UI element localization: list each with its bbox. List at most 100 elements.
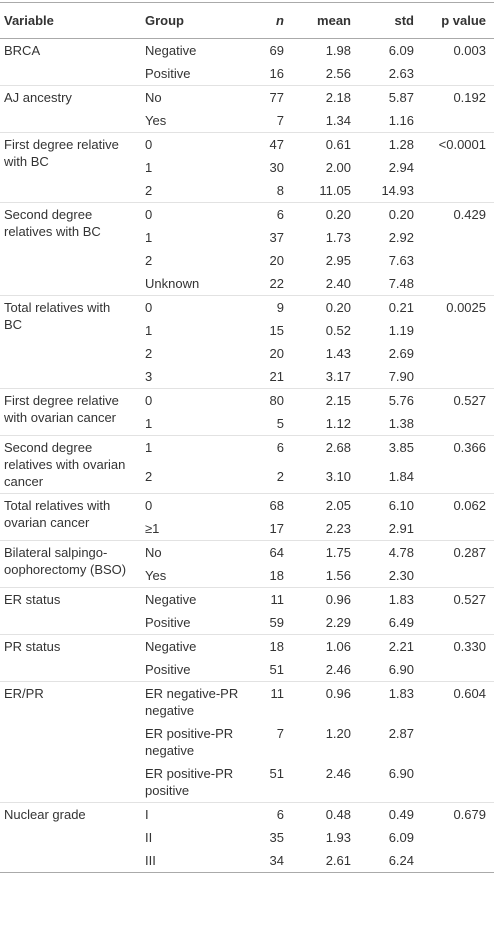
mean-cell: 1.12 xyxy=(325,416,351,431)
n-cell: 11 xyxy=(250,587,290,611)
mean-cell: 2.00 xyxy=(325,160,351,175)
n-cell: 16 xyxy=(269,66,284,81)
variable-cell: ER/PR xyxy=(0,681,135,803)
n-cell: 7 xyxy=(276,113,284,128)
group-cell: ≥1 xyxy=(145,521,160,536)
group-cell: II xyxy=(145,830,153,845)
header-cell: Variable xyxy=(0,2,135,39)
mean-cell: 0.52 xyxy=(325,323,351,338)
table-row: II 35 1.93 6.09 xyxy=(0,826,494,849)
header-cell: mean xyxy=(290,2,355,39)
mean-cell: 2.46 xyxy=(325,662,351,677)
group-cell: ER positive-PR negative xyxy=(145,726,234,758)
std-cell: 14.93 xyxy=(381,183,414,198)
mean-cell: 0.20 xyxy=(290,295,355,319)
std-cell: 1.38 xyxy=(388,416,414,431)
std-cell: 2.69 xyxy=(388,346,414,361)
table-row: ER/PR ER negative-PR negative 11 0.96 1.83 0.… xyxy=(0,681,494,803)
table-header: Variable Group n mean std p value xyxy=(0,2,494,39)
table-row: ER positive-PR positive 51 2.46 6.90 xyxy=(0,762,494,803)
n-cell: 11 xyxy=(250,681,290,722)
group-cell: 0 xyxy=(135,202,250,226)
table-row: Nuclear grade I 6 0.48 0.49 0.679 xyxy=(0,802,494,873)
n-cell: 30 xyxy=(269,160,284,175)
group-cell: 1 xyxy=(145,230,153,245)
mean-cell: 0.61 xyxy=(290,132,355,156)
mean-cell: 2.40 xyxy=(325,276,351,291)
table-row: AJ ancestry No 77 2.18 5.87 0.192 xyxy=(0,85,494,133)
header-cell: std xyxy=(355,2,418,39)
mean-cell: 0.20 xyxy=(290,202,355,226)
table-row: Total relatives with ovarian cancer 0 68 2.… xyxy=(0,493,494,541)
mean-cell: 3.17 xyxy=(325,369,351,384)
std-cell: 1.83 xyxy=(355,681,418,722)
group-cell: Negative xyxy=(145,43,197,58)
n-cell: 51 xyxy=(269,766,284,781)
n-cell: 51 xyxy=(269,662,284,677)
mean-cell: 2.15 xyxy=(290,388,355,412)
table-row: 2 20 2.95 7.63 xyxy=(0,249,494,272)
n-cell: 2 xyxy=(276,468,284,484)
group-cell: 1 xyxy=(145,160,153,175)
table-row: Yes 18 1.56 2.30 xyxy=(0,564,494,588)
n-cell: 69 xyxy=(269,43,284,58)
mean-cell: 3.10 xyxy=(325,468,351,484)
p-value-cell: 0.003 xyxy=(453,43,486,58)
std-cell: 2.94 xyxy=(388,160,414,175)
variable-cell: Nuclear grade xyxy=(0,802,135,873)
n-cell: 22 xyxy=(269,276,284,291)
mean-cell: 0.96 xyxy=(290,587,355,611)
table-row: 2 2 3.10 1.84 xyxy=(0,465,494,494)
table-row: Second degree relatives with BC 0 6 0.20 0.2… xyxy=(0,202,494,296)
variable-cell: Total relatives with BC xyxy=(0,295,135,389)
table-row: First degree relative with BC 0 47 0.61 1.28… xyxy=(0,132,494,203)
group-cell: 3 xyxy=(145,369,153,384)
variable-cell: Total relatives with ovarian cancer xyxy=(0,493,135,541)
table-row: Positive 16 2.56 2.63 xyxy=(0,62,494,86)
table-row: Total relatives with BC 0 9 0.20 0.21 0.0025 xyxy=(0,295,494,389)
n-cell: 7 xyxy=(276,726,284,741)
table-row: ER status Negative 11 0.96 1.83 0.527 xyxy=(0,587,494,635)
n-cell: 20 xyxy=(269,346,284,361)
p-value-cell: 0.330 xyxy=(418,634,494,682)
group-cell: ER positive-PR positive xyxy=(145,766,234,798)
n-cell: 47 xyxy=(250,132,290,156)
table-row: PR status Negative 18 1.06 2.21 0.330 xyxy=(0,634,494,682)
variable-cell: Bilateral salpingo-oophorectomy (BSO) xyxy=(0,540,135,588)
std-cell: 6.49 xyxy=(388,615,414,630)
mean-cell: 2.95 xyxy=(325,253,351,268)
mean-cell: 2.18 xyxy=(290,85,355,109)
mean-cell: 2.29 xyxy=(325,615,351,630)
group-cell: 2 xyxy=(145,346,153,361)
table-body: BRCA Negative 69 1.98 6.09 0.003 Positive 16 2.5… xyxy=(0,39,494,873)
table-row: III 34 2.61 6.24 xyxy=(0,849,494,873)
n-cell: 77 xyxy=(250,85,290,109)
table-row: Unknown 22 2.40 7.48 xyxy=(0,272,494,296)
n-cell: 6 xyxy=(250,802,290,826)
data-table: Variable Group n mean std p value BRCA Ne… xyxy=(0,2,494,873)
p-value-cell: <0.0001 xyxy=(418,132,494,203)
header-cell: n xyxy=(250,2,290,39)
std-cell: 6.90 xyxy=(388,662,414,677)
n-cell: 17 xyxy=(269,521,284,536)
table-row: 3 21 3.17 7.90 xyxy=(0,365,494,389)
std-cell: 2.87 xyxy=(388,726,414,741)
mean-cell: 2.68 xyxy=(290,435,355,465)
std-cell: 6.24 xyxy=(388,853,414,868)
mean-cell: 1.06 xyxy=(290,634,355,658)
group-cell: ER negative-PR negative xyxy=(135,681,250,722)
n-cell: 35 xyxy=(269,830,284,845)
variable-cell: First degree relative with BC xyxy=(0,132,135,203)
std-cell: 7.48 xyxy=(388,276,414,291)
p-value-cell: 0.527 xyxy=(418,587,494,635)
std-cell: 7.90 xyxy=(388,369,414,384)
mean-cell: 2.56 xyxy=(325,66,351,81)
group-cell: Yes xyxy=(145,568,167,583)
n-cell: 6 xyxy=(250,202,290,226)
n-cell: 6 xyxy=(250,435,290,465)
group-cell: Positive xyxy=(145,662,191,677)
group-cell: Negative xyxy=(135,587,250,611)
table-row: ER positive-PR negative 7 1.20 2.87 xyxy=(0,722,494,762)
std-cell: 2.91 xyxy=(388,521,414,536)
